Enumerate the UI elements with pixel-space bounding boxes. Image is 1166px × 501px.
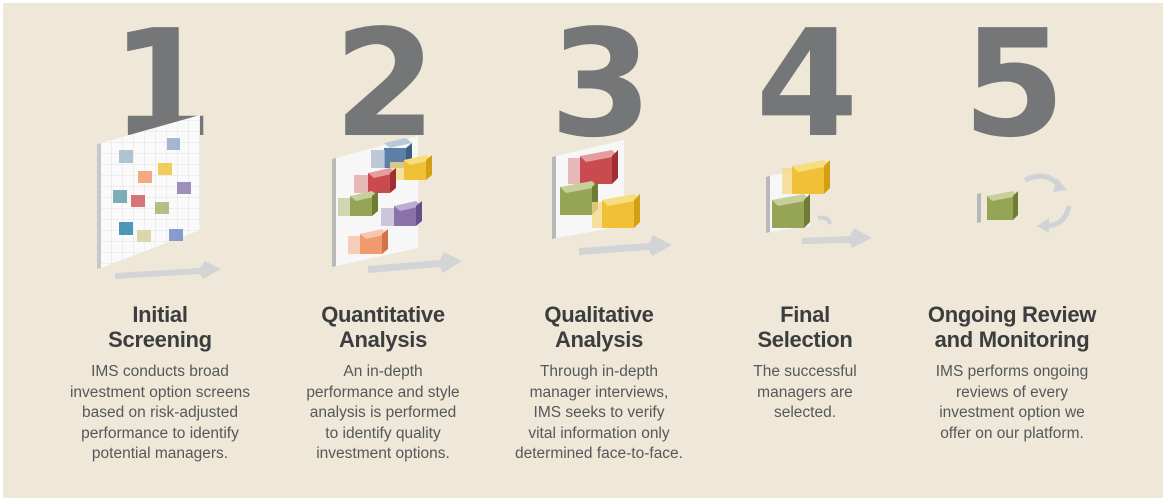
step-4: 4 Final Selection The successful — [690, 3, 920, 498]
step-description: The successful managers are selected. — [753, 363, 857, 421]
step-description: IMS conducts broad investment option scr… — [69, 363, 251, 462]
step-title: Initial Screening — [108, 302, 212, 352]
step-number: 4 — [755, 0, 859, 170]
step-title: Ongoing Review and Monitoring — [927, 302, 1097, 352]
quantitative-blocks-icon — [332, 136, 462, 273]
step-description: IMS performs ongoing reviews of every in… — [935, 363, 1089, 442]
process-panel: 1 Initial Screening — [3, 3, 1163, 498]
step-number: 2 — [333, 0, 437, 170]
qualitative-blocks-icon — [552, 140, 672, 256]
monitoring-cycle-icon — [977, 173, 1072, 233]
step-title: Final Selection — [757, 302, 853, 352]
step-number: 3 — [549, 0, 653, 170]
step-title: Qualitative Analysis — [544, 302, 654, 352]
step-2: 2 — [268, 3, 498, 498]
screening-grid-icon — [97, 115, 221, 279]
step-description: Through in-depth manager interviews, IMS… — [514, 363, 683, 462]
step-number: 5 — [962, 0, 1066, 170]
step-title: Quantitative Analysis — [321, 302, 445, 352]
step-description: An in-depth performance and style analys… — [306, 363, 460, 462]
step-1: 1 Initial Screening — [45, 3, 275, 498]
step-5: 5 Ongoing Review and Monitoring IMS perf… — [897, 3, 1127, 498]
selection-blocks-icon — [766, 160, 872, 248]
step-3: 3 Qualitative — [484, 3, 714, 498]
